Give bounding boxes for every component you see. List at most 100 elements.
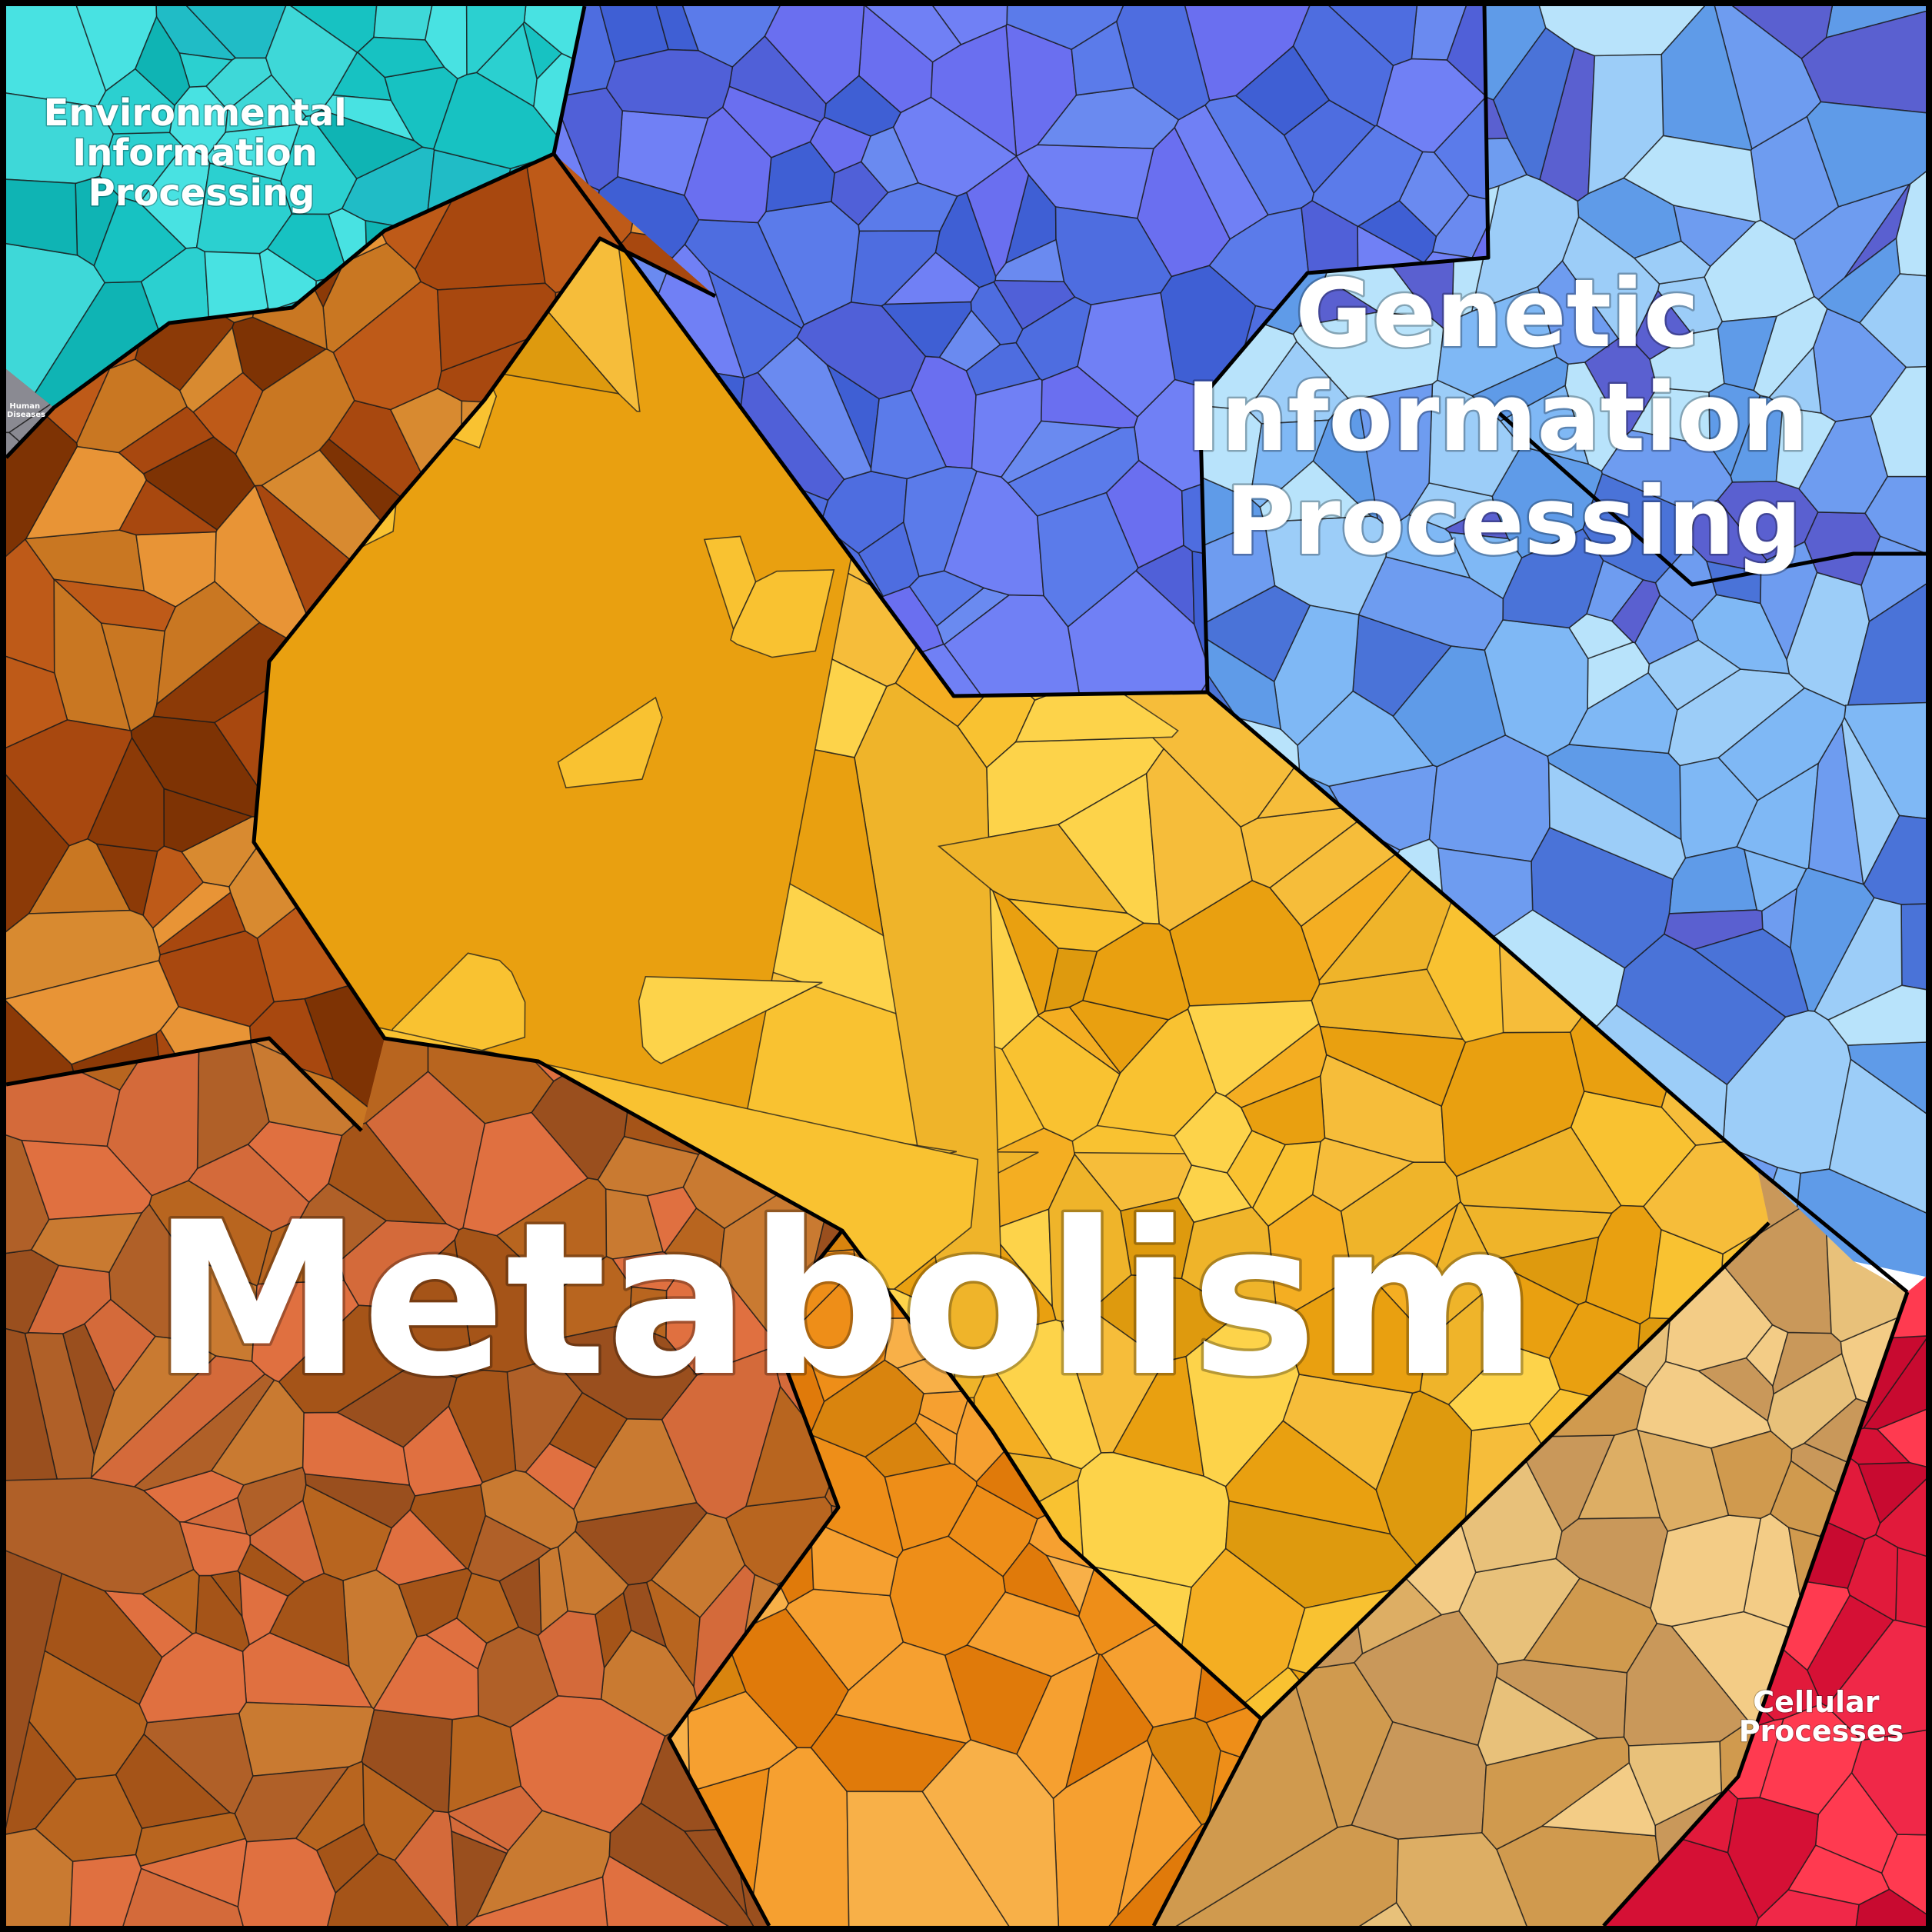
voronoi-cell (552, 1323, 698, 1421)
voronoi-cell (1357, 383, 1434, 529)
voronoi-cell (1446, 6, 1488, 98)
voronoi-cell (1441, 1031, 1585, 1178)
voronoi-cell (557, 696, 663, 789)
voronoi-cell (1727, 1797, 1820, 1920)
voronoi-cell (1853, 1888, 1926, 1926)
voronoi-cell (1187, 1000, 1320, 1098)
voronoi-cell (1611, 579, 1661, 644)
voronoi-cell (1045, 1554, 1095, 1614)
voronoi-cell (796, 301, 927, 400)
voronoi-cell (86, 736, 165, 852)
voronoi-cell (1717, 315, 1778, 391)
voronoi-cell (1492, 27, 1576, 181)
voronoi-cell (966, 1591, 1098, 1677)
voronoi-cell (1864, 475, 1926, 561)
voronoi-cell (68, 1854, 142, 1926)
voronoi-cell (265, 6, 358, 117)
voronoi-cell (1857, 1461, 1926, 1524)
border-genetic-split (1483, 398, 1926, 587)
voronoi-cell (1717, 687, 1847, 801)
voronoi-cell (1826, 1619, 1926, 1741)
labels: Environmental Information Processing Gen… (7, 91, 1904, 1750)
voronoi-cell (1623, 135, 1761, 223)
voronoi-cell (1251, 1141, 1322, 1227)
voronoi-cell (1319, 1025, 1467, 1108)
voronoi-cell (356, 36, 445, 78)
voronoi-cell (1647, 639, 1742, 711)
voronoi-cell (1827, 984, 1926, 1046)
voronoi-cell (1234, 45, 1331, 136)
voronoi-cell (1000, 420, 1124, 485)
voronoi-cell (257, 1217, 345, 1285)
voronoi-cell (1058, 772, 1161, 925)
voronoi-cell (730, 569, 835, 658)
voronoi-cell (118, 479, 218, 536)
voronoi-cell (455, 1876, 610, 1926)
voronoi-cell (238, 1701, 375, 1777)
voronoi-cell (1800, 6, 1926, 115)
voronoi-cell (1601, 429, 1734, 515)
label-metabolism: Metabolism (152, 1177, 1537, 1423)
voronoi-cell (187, 1144, 310, 1233)
voronoi-cell (608, 1802, 764, 1926)
voronoi-cell (1623, 1623, 1750, 1747)
border-metabolism-inner-3 (667, 1229, 844, 1927)
voronoi-cell (1006, 898, 1145, 952)
region-borders (5, 5, 1926, 1927)
voronoi-cell (1145, 748, 1253, 931)
voronoi-cell (118, 405, 215, 475)
voronoi-cell (921, 1739, 1060, 1926)
label-cellular: Cellular Processes (1739, 1685, 1904, 1748)
voronoi-cell (1044, 947, 1098, 1012)
voronoi-cell (1627, 1740, 1723, 1827)
voronoi-cell (965, 155, 1030, 278)
voronoi-cell (1859, 273, 1926, 368)
voronoi-cell (237, 1837, 337, 1926)
voronoi-cell (251, 1279, 360, 1383)
voronoi-cell (134, 15, 191, 107)
voronoi-cell (328, 1122, 448, 1224)
voronoi-cell (52, 578, 177, 632)
voronoi-cell (6, 1477, 195, 1595)
voronoi-cell (1071, 20, 1135, 96)
voronoi-cell (930, 25, 1018, 158)
voronoi-cell (1710, 6, 1836, 60)
voronoi-cell (1419, 1291, 1511, 1406)
voronoi-cell (1743, 848, 1807, 912)
label-genetic: Genetic Information Processing (1186, 259, 1841, 576)
voronoi-cell (141, 1568, 200, 1635)
voronoi-cell (1650, 1514, 1762, 1627)
voronoi-cell (379, 1238, 475, 1379)
voronoi-cell (462, 1111, 589, 1237)
voronoi-cell (373, 1634, 479, 1720)
voronoi-cell (1483, 1260, 1580, 1359)
voronoi-cell (1844, 701, 1926, 821)
voronoi-cell (1484, 619, 1589, 758)
voronoi-cell (605, 48, 734, 119)
voronoi-cell (858, 182, 958, 232)
label-environmental: Environmental Information Processing (44, 92, 360, 215)
voronoi-cell (638, 975, 823, 1064)
voronoi-cell (989, 1319, 1102, 1470)
voronoi-cell (1181, 1206, 1278, 1317)
voronoi-cell (448, 1785, 543, 1851)
voronoi-cell (1547, 761, 1687, 881)
voronoi-cell (646, 1186, 698, 1254)
voronoi-cell (809, 1359, 924, 1458)
voronoi-cell (6, 719, 133, 847)
voronoi-cell (970, 281, 1024, 345)
label-human-diseases: Human Diseases (7, 402, 45, 419)
voronoi-cell (398, 1567, 473, 1637)
voronoi-cell (1502, 528, 1604, 629)
voronoi-cell (375, 1509, 468, 1586)
voronoi-cell (30, 1212, 143, 1273)
border-metabolism-inner-1 (251, 236, 1263, 1720)
voronoi-cell (908, 570, 985, 628)
voronoi-cell (465, 6, 528, 75)
voronoi-cell (6, 1324, 71, 1896)
voronoi-cell (684, 106, 772, 224)
border-genetic-inner (1198, 5, 1491, 693)
voronoi-cell (182, 1497, 248, 1535)
